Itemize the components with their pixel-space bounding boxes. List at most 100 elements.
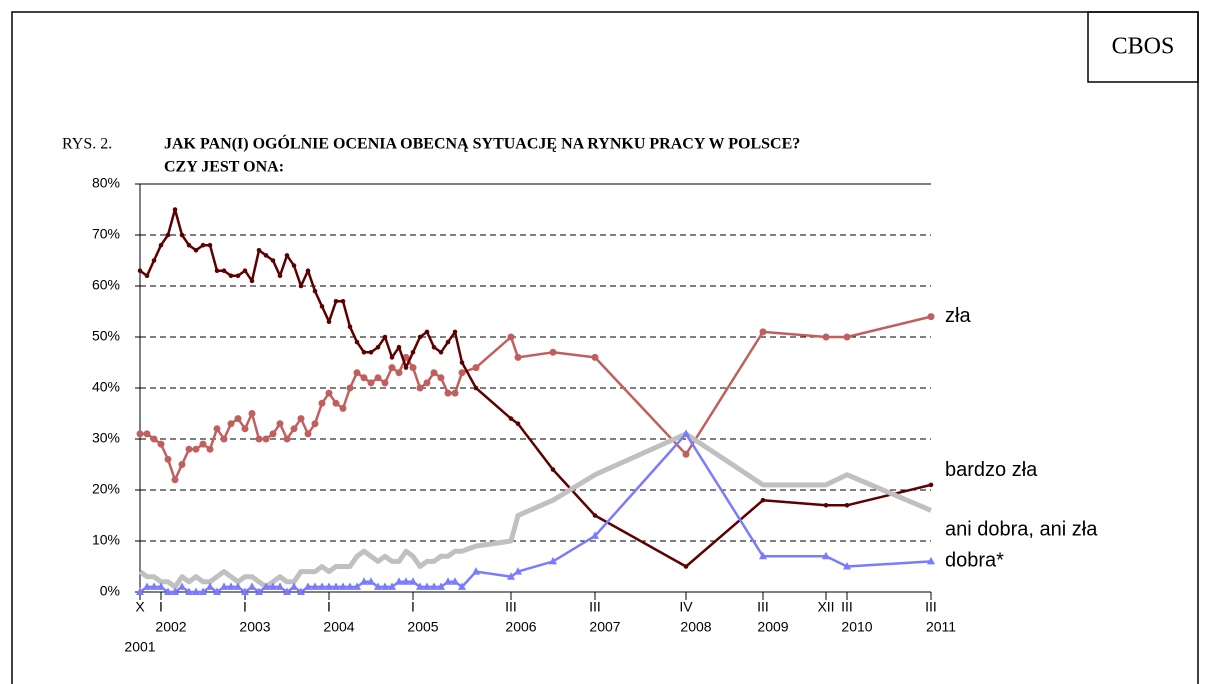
marker [508,416,514,421]
marker [423,582,431,590]
x-tick-label: III [925,599,937,615]
marker [759,551,767,560]
marker [424,329,430,335]
marker [340,299,346,304]
marker [283,587,291,595]
year-label: 2005 [407,619,438,635]
year-label: 2001 [124,639,155,655]
marker [311,582,319,590]
marker [458,369,466,377]
source-box [1087,11,1199,83]
chart-title: JAK PAN(I) OGÓLNIE OCENIA OBECNĄ SYTUACJ… [164,134,800,153]
marker [270,258,276,263]
frame [11,11,1199,684]
marker [514,353,522,361]
marker [213,425,221,433]
x-tick-label: XII [817,599,834,615]
marker [360,577,368,585]
y-tick-label: 40% [92,379,120,395]
marker [444,577,452,585]
marker [682,429,690,437]
marker [591,531,599,539]
marker [437,374,445,382]
marker [207,242,213,248]
marker [452,329,458,335]
marker [325,389,333,397]
marker [284,253,290,258]
marker [241,587,249,595]
marker [451,577,459,585]
marker [927,313,935,321]
year-label: 2008 [680,619,711,635]
marker [256,248,262,253]
y-tick-label: 0% [100,583,120,599]
marker [333,299,339,304]
marker [234,415,242,423]
marker [928,482,934,488]
marker [186,242,192,248]
marker [353,582,361,590]
marker [402,577,410,585]
marker [374,374,382,382]
marker [171,587,179,595]
marker [255,587,263,595]
y-tick-label: 20% [92,481,120,497]
marker [927,556,935,565]
marker [151,258,157,263]
year-label: 2002 [155,619,186,635]
marker [410,350,416,355]
marker [283,435,291,443]
y-tick-label: 70% [92,226,120,242]
marker [228,273,234,279]
marker [291,263,297,268]
marker [249,278,255,284]
series-label: bardzo zła [945,459,1038,481]
marker [150,435,158,443]
marker [298,283,304,289]
marker [290,425,298,433]
series-line [138,431,932,590]
marker [192,445,200,453]
marker [178,461,186,468]
marker [507,333,515,341]
marker [682,450,690,458]
marker [381,379,389,387]
marker [760,497,766,503]
marker [416,582,424,590]
marker [199,587,207,595]
marker [549,348,557,356]
marker [312,288,318,294]
marker [409,364,417,372]
source: CBOS [1112,34,1175,60]
marker [332,399,340,407]
year-label: 2011 [926,619,956,635]
marker [263,253,269,258]
marker [388,364,396,372]
marker [136,430,144,438]
y-tick-label: 10% [92,532,120,548]
marker [206,445,214,453]
marker [311,420,319,428]
marker [515,421,521,427]
marker [843,562,851,570]
year-label: 2003 [239,619,270,635]
marker [241,425,249,433]
marker [143,582,151,590]
marker [822,551,830,560]
series-line [140,315,932,482]
marker [843,333,851,341]
marker [158,242,164,248]
marker [171,476,179,484]
marker [403,365,409,370]
marker [227,420,235,428]
year-label: 2006 [505,619,536,635]
marker [200,242,206,248]
marker [185,445,193,453]
marker [549,556,557,565]
marker [179,232,185,238]
marker [220,435,228,443]
marker [221,268,227,274]
marker [297,587,305,595]
marker [395,369,403,377]
